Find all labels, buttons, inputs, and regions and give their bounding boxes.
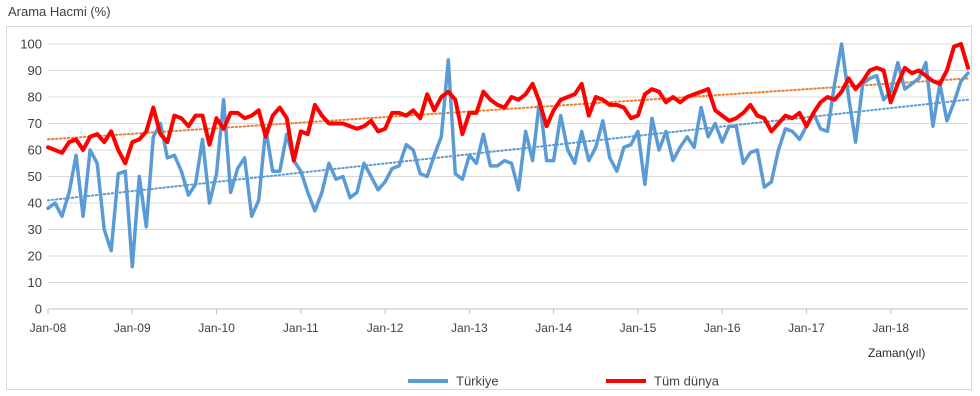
x-tick-label: Jan-13 — [451, 321, 488, 335]
x-tick-label: Jan-15 — [620, 321, 657, 335]
y-tick-label: 70 — [28, 116, 42, 131]
y-tick-label: 80 — [28, 90, 42, 105]
y-axis-title: Arama Hacmi (%) — [8, 4, 111, 19]
legend-label: Türkiye — [456, 374, 499, 389]
chart-frame — [6, 26, 972, 390]
series-line — [46, 42, 970, 166]
y-tick-label: 0 — [35, 302, 42, 317]
y-tick-label: 20 — [28, 249, 42, 264]
legend: Türkiye Tüm dünya — [408, 374, 720, 389]
legend-label: Tüm dünya — [654, 374, 720, 389]
x-tick-label: Jan-10 — [198, 321, 235, 335]
y-tick-label: 60 — [28, 143, 42, 158]
x-tick-label: Jan-18 — [872, 321, 909, 335]
series-line — [46, 42, 970, 269]
gridlines — [48, 43, 968, 283]
x-axis-title: Zaman(yıl) — [868, 346, 926, 360]
x-tick-label: Jan-17 — [788, 321, 825, 335]
x-tick-label: Jan-14 — [535, 321, 572, 335]
x-tick-label: Jan-16 — [704, 321, 741, 335]
y-tick-label: 50 — [28, 169, 42, 184]
trendline — [47, 77, 969, 141]
x-tick-label: Jan-09 — [114, 321, 151, 335]
x-tick-label: Jan-12 — [367, 321, 404, 335]
y-tick-label: 30 — [28, 222, 42, 237]
y-tick-label: 10 — [28, 275, 42, 290]
y-tick-label: 90 — [28, 63, 42, 78]
axes: 0 10 20 30 40 50 60 70 80 90 100 Jan-08 Jan-09 Jan-10… — [20, 37, 968, 335]
x-tick-label: Jan-11 — [283, 321, 319, 335]
y-tick-label: 100 — [20, 37, 42, 52]
series-lines — [46, 42, 970, 269]
x-tick-label: Jan-08 — [30, 321, 67, 335]
y-tick-label: 40 — [28, 196, 42, 211]
